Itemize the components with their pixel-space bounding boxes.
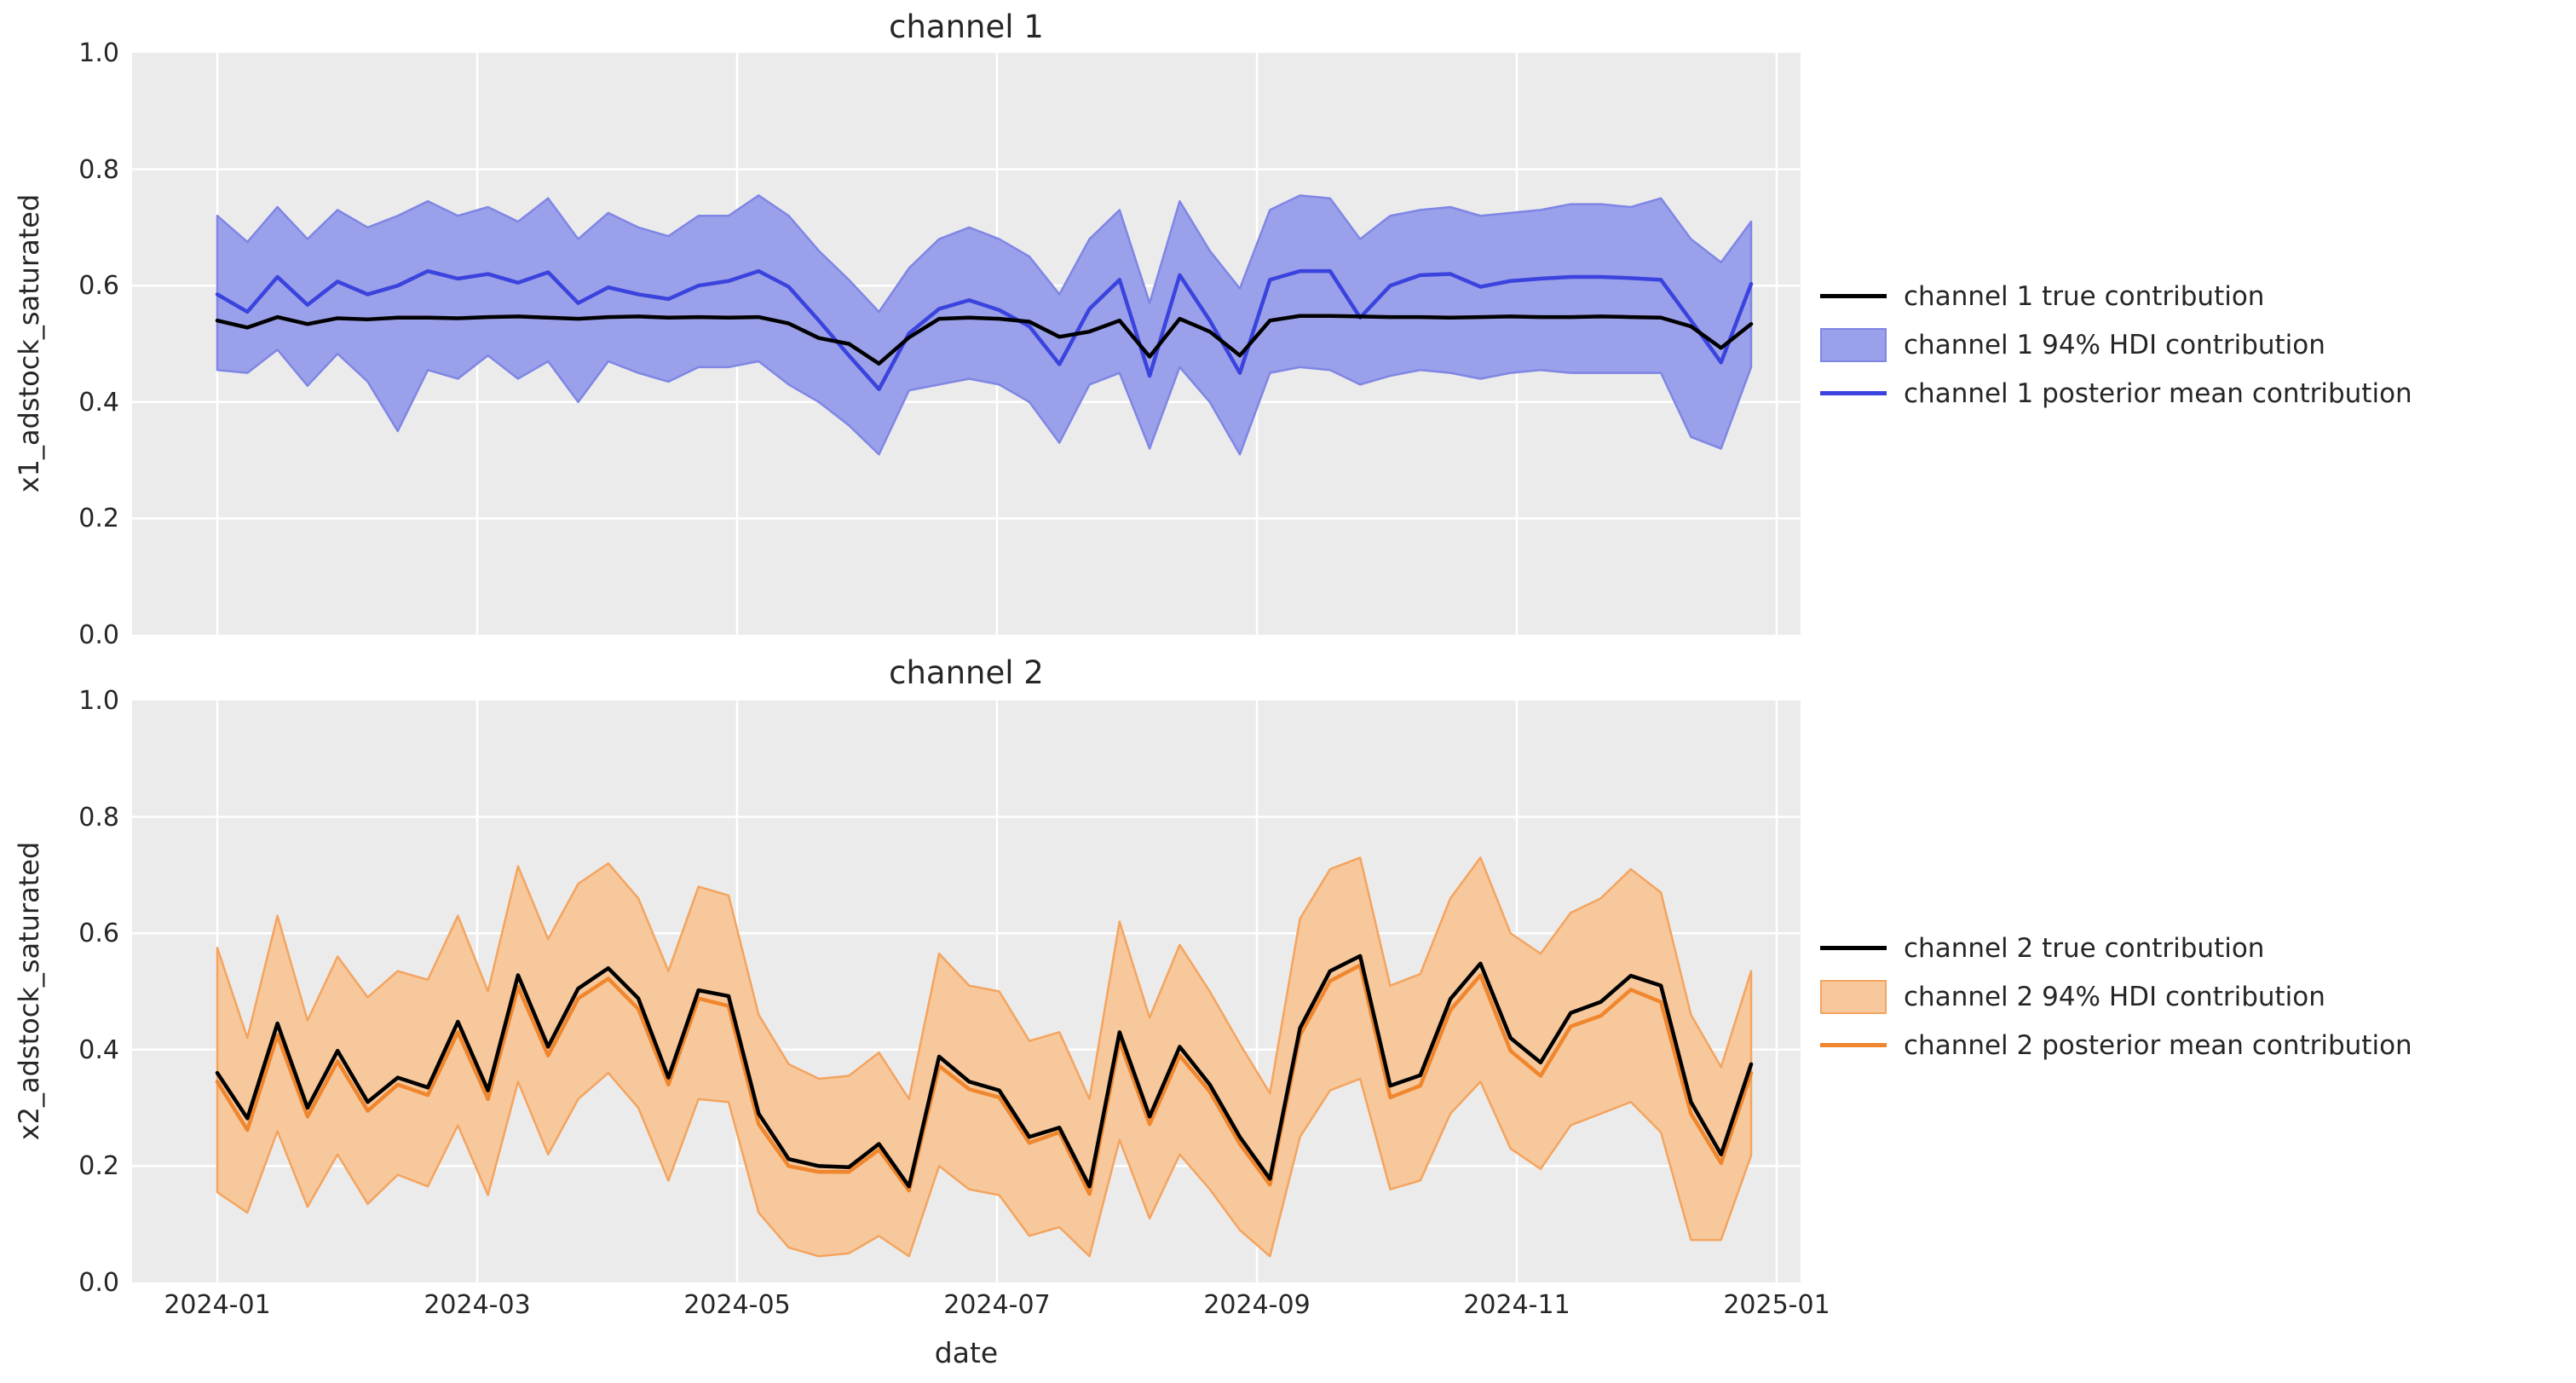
y-tick-label: 0.2 bbox=[78, 504, 119, 534]
legend-label: channel 2 94% HDI contribution bbox=[1904, 981, 2325, 1012]
y-tick-label: 1.0 bbox=[78, 686, 119, 716]
x-tick-label: 2024-11 bbox=[1463, 1290, 1570, 1320]
y-tick-label: 0.8 bbox=[78, 154, 119, 185]
legend-label: channel 2 true contribution bbox=[1904, 932, 2265, 964]
channel-1-axes bbox=[132, 53, 1801, 635]
channel-1-plot bbox=[132, 53, 1801, 635]
x-tick-label: 2024-09 bbox=[1203, 1290, 1311, 1320]
y-tick-label: 1.0 bbox=[78, 38, 119, 68]
legend-row-posterior-mean: channel 1 posterior mean contribution bbox=[1820, 369, 2412, 418]
x-axis-label: date bbox=[934, 1336, 999, 1369]
y-tick-label: 0.4 bbox=[78, 1034, 119, 1065]
legend-label: channel 2 posterior mean contribution bbox=[1904, 1029, 2412, 1061]
y-tick-label: 0.8 bbox=[78, 802, 119, 833]
legend-row-true: channel 1 true contribution bbox=[1820, 272, 2412, 320]
y-tick-label: 0.0 bbox=[78, 1268, 119, 1298]
legend-label: channel 1 true contribution bbox=[1904, 280, 2265, 312]
legend-label: channel 1 94% HDI contribution bbox=[1904, 329, 2325, 360]
hdi-patch-swatch bbox=[1820, 979, 1887, 1014]
true-line-swatch bbox=[1820, 946, 1887, 950]
channel-1-legend: channel 1 true contribution channel 1 94… bbox=[1820, 272, 2412, 418]
channel-1-title: channel 1 bbox=[889, 9, 1044, 45]
channel-2-axes bbox=[132, 700, 1801, 1282]
channel-2-title: channel 2 bbox=[889, 654, 1044, 691]
y-tick-label: 0.6 bbox=[78, 919, 119, 949]
channel-2-plot bbox=[132, 700, 1801, 1282]
legend-row-true: channel 2 true contribution bbox=[1820, 924, 2412, 972]
x-tick-label: 2025-01 bbox=[1723, 1290, 1830, 1320]
channel-2-legend: channel 2 true contribution channel 2 94… bbox=[1820, 924, 2412, 1069]
posterior-mean-line-swatch bbox=[1820, 391, 1887, 395]
x-tick-label: 2024-05 bbox=[683, 1290, 791, 1320]
channel-1-y-axis-label: x1_adstock_saturated bbox=[13, 193, 45, 493]
x-tick-label: 2024-07 bbox=[943, 1290, 1051, 1320]
y-tick-label: 0.2 bbox=[78, 1151, 119, 1182]
y-tick-label: 0.6 bbox=[78, 271, 119, 302]
posterior-mean-line-swatch bbox=[1820, 1043, 1887, 1047]
y-tick-label: 0.4 bbox=[78, 387, 119, 418]
legend-row-hdi: channel 2 94% HDI contribution bbox=[1820, 972, 2412, 1021]
x-tick-label: 2024-03 bbox=[424, 1290, 531, 1320]
y-tick-label: 0.0 bbox=[78, 620, 119, 650]
x-tick-label: 2024-01 bbox=[164, 1290, 271, 1320]
channel-2-y-axis-label: x2_adstock_saturated bbox=[13, 841, 45, 1141]
legend-label: channel 1 posterior mean contribution bbox=[1904, 377, 2412, 409]
legend-row-hdi: channel 1 94% HDI contribution bbox=[1820, 320, 2412, 369]
true-line-swatch bbox=[1820, 294, 1887, 298]
hdi-patch-swatch bbox=[1820, 327, 1887, 362]
legend-row-posterior-mean: channel 2 posterior mean contribution bbox=[1820, 1021, 2412, 1069]
